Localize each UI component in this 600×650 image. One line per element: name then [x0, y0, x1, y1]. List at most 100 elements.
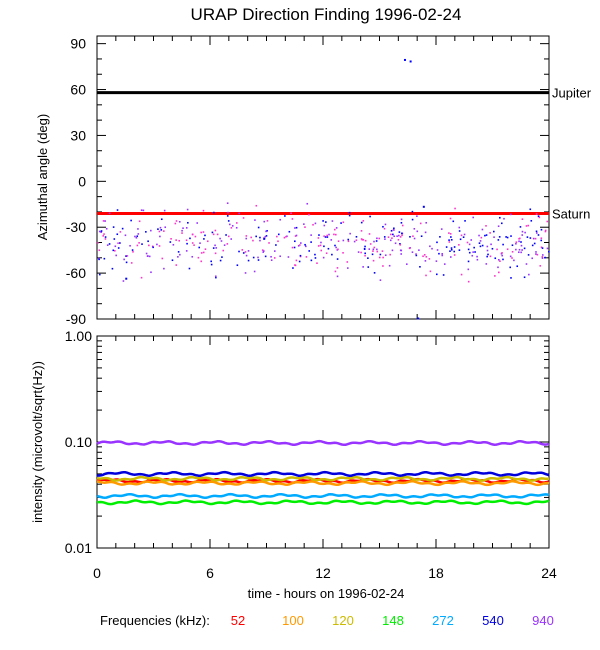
azimuth-point	[288, 230, 291, 233]
azimuth-point	[320, 241, 322, 244]
azimuth-point	[270, 255, 272, 258]
azimuth-point	[364, 252, 366, 255]
azimuth-point	[449, 256, 452, 258]
azimuth-point	[411, 251, 414, 253]
azimuth-point	[448, 241, 451, 243]
azimuth-point	[317, 237, 320, 239]
azimuth-point	[212, 233, 215, 236]
azimuth-point	[501, 252, 503, 254]
azimuth-point	[250, 236, 252, 239]
azimuth-point	[376, 237, 378, 240]
azimuth-point	[241, 249, 244, 251]
azimuth-point	[379, 279, 382, 281]
azimuth-point	[435, 273, 438, 276]
azimuth-point	[308, 213, 310, 216]
azimuth-point	[536, 232, 538, 234]
azimuth-point	[478, 234, 480, 237]
azimuth-point	[324, 236, 327, 238]
intensity-series-940	[96, 439, 550, 447]
azimuth-point	[346, 261, 349, 263]
azimuth-point	[112, 226, 115, 228]
azimuth-point	[481, 244, 484, 247]
azimuth-point	[393, 227, 395, 230]
azimuth-point	[198, 246, 201, 249]
azimuth-point	[459, 238, 462, 241]
legend: Frequencies (kHz): 52 100 120 148 272 540 940	[100, 613, 554, 628]
azimuth-point	[236, 222, 238, 224]
azimuth-point	[361, 238, 364, 241]
azimuth-point	[220, 240, 223, 242]
azimuth-point	[236, 264, 239, 267]
azimuth-point	[200, 252, 203, 254]
azimuth-point	[460, 234, 463, 237]
azimuth-point	[261, 249, 264, 251]
azimuth-point	[114, 245, 117, 248]
azimuth-point	[499, 260, 501, 262]
azimuth-point	[373, 272, 376, 274]
azimuth-point	[98, 258, 100, 261]
azimuth-point	[369, 243, 372, 245]
azimuth-point	[291, 218, 294, 220]
azimuth-point	[137, 233, 140, 235]
azimuth-point	[290, 212, 292, 215]
azimuth-point	[334, 228, 336, 231]
azimuth-point	[535, 230, 538, 233]
azimuth-point	[419, 266, 421, 268]
reference-label-saturn: Saturn	[552, 206, 590, 221]
azimuth-point	[400, 253, 402, 255]
azimuth-point	[164, 226, 167, 229]
azimuth-point	[398, 234, 400, 237]
azimuth-point	[202, 231, 205, 233]
azimuth-point	[367, 266, 370, 268]
azimuth-point	[100, 231, 102, 233]
azimuth-point	[159, 235, 161, 238]
azimuth-point	[376, 250, 379, 253]
azimuth-point	[215, 247, 218, 249]
azimuth-point	[384, 254, 387, 257]
azimuth-point	[305, 256, 308, 258]
azimuth-point	[442, 274, 445, 276]
azimuth-point	[546, 220, 549, 223]
legend-entry-120: 120	[332, 613, 354, 628]
legend-entry-940: 940	[532, 613, 554, 628]
azimuth-point	[147, 240, 149, 243]
azimuth-point	[286, 235, 288, 238]
azimuth-point	[247, 250, 250, 252]
azimuth-point	[300, 242, 302, 244]
azimuth-point	[384, 223, 387, 226]
azimuth-point	[308, 250, 311, 252]
azimuth-point	[511, 244, 514, 247]
legend-entry-52: 52	[231, 613, 245, 628]
azimuth-ylabel: Azimuthal angle (deg)	[35, 114, 50, 240]
azimuth-point	[104, 238, 107, 240]
azimuth-point	[540, 228, 543, 231]
azimuth-point	[534, 237, 537, 240]
azimuth-point	[294, 240, 296, 243]
azimuth-point	[441, 253, 444, 255]
legend-title: Frequencies (kHz):	[100, 613, 210, 628]
azimuth-point	[305, 245, 307, 248]
azimuth-point	[312, 223, 314, 226]
azimuth-point	[388, 264, 391, 267]
legend-entry-540: 540	[482, 613, 504, 628]
azimuth-point	[458, 230, 461, 232]
azimuth-point	[502, 258, 504, 261]
azimuth-ytick-label: -90	[66, 311, 86, 327]
azimuth-point	[373, 240, 375, 243]
azimuth-point	[182, 227, 184, 229]
azimuth-point	[316, 262, 318, 265]
azimuth-point	[181, 232, 183, 234]
azimuth-point	[485, 263, 488, 265]
azimuth-point	[216, 233, 219, 236]
azimuth-point	[535, 213, 538, 215]
azimuth-point	[474, 251, 476, 253]
azimuth-point	[150, 271, 152, 274]
azimuth-point	[304, 226, 306, 228]
azimuth-point	[403, 58, 406, 61]
azimuth-point	[314, 253, 316, 256]
azimuth-point	[178, 239, 181, 242]
azimuth-point	[489, 232, 491, 234]
azimuth-point	[227, 220, 230, 222]
azimuth-point	[124, 234, 127, 237]
azimuth-point	[159, 226, 162, 229]
